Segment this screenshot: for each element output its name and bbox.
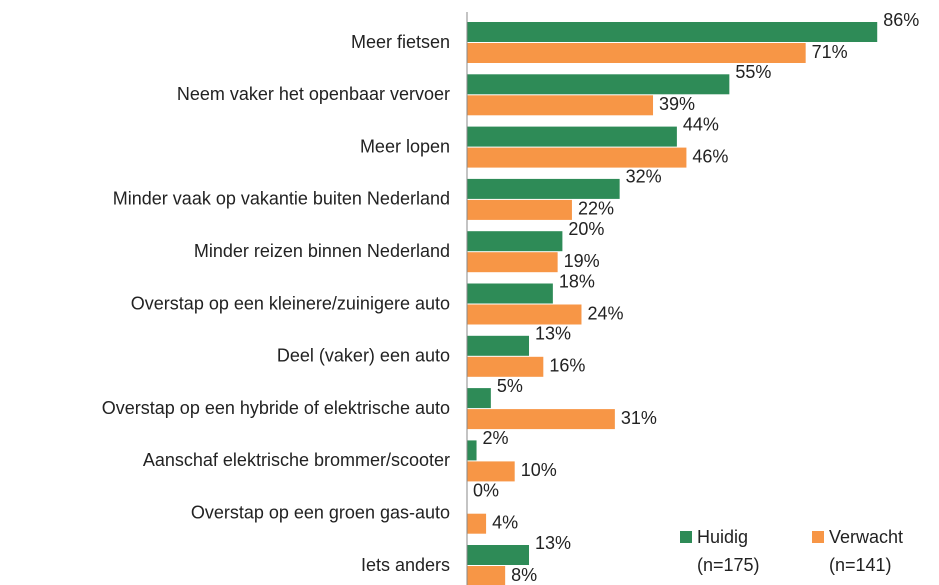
category-label: Deel (vaker) een auto	[277, 346, 450, 366]
value-label: 13%	[535, 533, 571, 553]
bar	[467, 513, 487, 534]
category-label: Neem vaker het openbaar vervoer	[177, 84, 450, 104]
value-label: 55%	[735, 62, 771, 82]
category-label: Minder reizen binnen Nederland	[194, 241, 450, 261]
bar	[467, 43, 806, 63]
value-label: 22%	[578, 199, 614, 219]
value-label: 18%	[559, 271, 595, 291]
value-label: 86%	[883, 10, 919, 30]
category-label: Overstap op een kleinere/zuinigere auto	[131, 293, 450, 313]
bar	[467, 335, 530, 356]
bar	[467, 409, 615, 430]
bar	[467, 178, 620, 199]
value-label: 10%	[521, 460, 557, 480]
bar	[467, 126, 677, 147]
value-label: 39%	[659, 94, 695, 114]
value-label: 2%	[483, 428, 509, 448]
category-label: Overstap op een groen gas-auto	[191, 502, 450, 522]
value-label: 44%	[683, 114, 719, 134]
value-label: 16%	[549, 356, 585, 376]
legend-label: Huidig	[697, 527, 748, 547]
value-label: 20%	[568, 219, 604, 239]
bar	[467, 566, 506, 585]
bar	[467, 147, 687, 168]
category-label: Meer fietsen	[351, 32, 450, 52]
bar	[467, 22, 878, 42]
bar	[467, 95, 654, 116]
bar	[467, 283, 553, 304]
category-label: Overstap op een hybride of elektrische a…	[102, 398, 450, 418]
bar	[467, 356, 544, 377]
bar	[467, 252, 558, 273]
category-label: Aanschaf elektrische brommer/scooter	[143, 450, 450, 470]
legend-swatch	[680, 531, 692, 543]
bar	[467, 304, 582, 325]
bar	[467, 545, 530, 565]
value-label: 4%	[492, 512, 518, 532]
bar	[467, 74, 730, 95]
value-label: 32%	[626, 167, 662, 187]
value-label: 8%	[511, 565, 537, 585]
bar	[467, 199, 572, 220]
legend-sample: (n=175)	[697, 555, 760, 575]
bar	[467, 440, 477, 461]
value-label: 19%	[564, 251, 600, 271]
bar	[467, 231, 563, 252]
legend-sample: (n=141)	[829, 555, 892, 575]
legend-swatch	[812, 531, 824, 543]
value-label: 46%	[692, 146, 728, 166]
value-label: 0%	[473, 480, 499, 500]
bar	[467, 388, 491, 409]
value-label: 5%	[497, 376, 523, 396]
category-label: Minder vaak op vakantie buiten Nederland	[113, 189, 450, 209]
value-label: 24%	[587, 303, 623, 323]
bar	[467, 461, 515, 482]
legend-label: Verwacht	[829, 527, 903, 547]
category-label: Iets anders	[361, 555, 450, 575]
value-label: 71%	[812, 42, 848, 62]
value-label: 13%	[535, 324, 571, 344]
category-label: Meer lopen	[360, 136, 450, 156]
value-label: 31%	[621, 408, 657, 428]
